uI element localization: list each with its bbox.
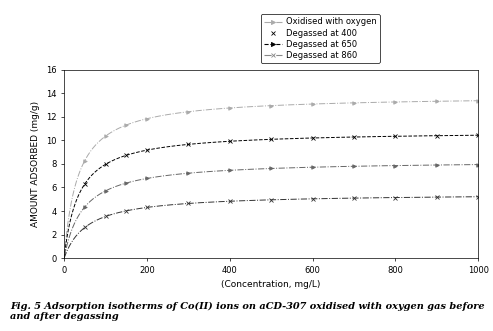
X-axis label: (Concentration, mg/L): (Concentration, mg/L) [221, 280, 321, 289]
Y-axis label: AMOUNT ADSORBED (mg/g): AMOUNT ADSORBED (mg/g) [31, 101, 40, 227]
Text: Fig. 5 Adsorption isotherms of Co(II) ions on aCD-307 oxidised with oxygen gas b: Fig. 5 Adsorption isotherms of Co(II) io… [10, 302, 485, 321]
Legend: Oxidised with oxygen, Degassed at 400, Degassed at 650, Degassed at 860: Oxidised with oxygen, Degassed at 400, D… [260, 14, 380, 63]
